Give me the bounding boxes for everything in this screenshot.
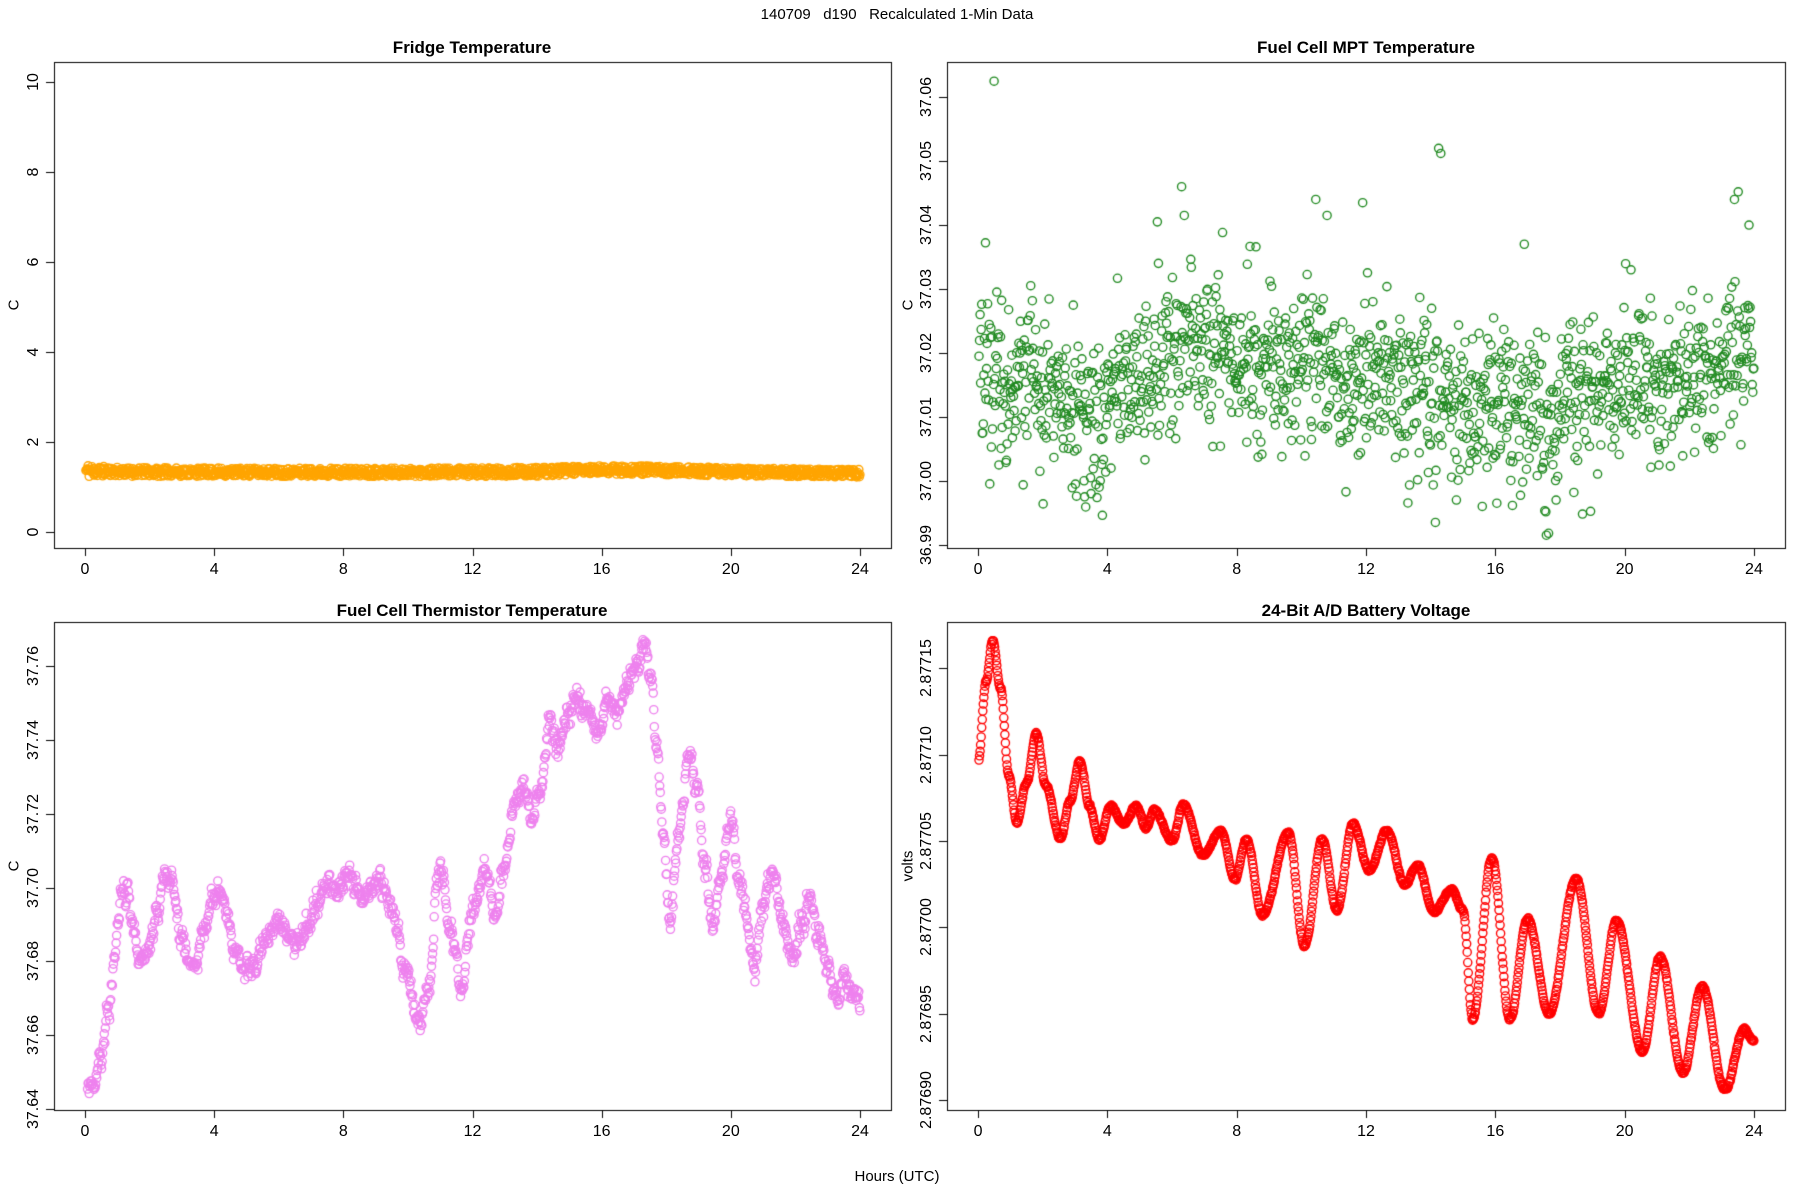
y-tick-label: 2.87690 [918, 1071, 935, 1130]
y-tick-label: 0 [25, 527, 42, 537]
x-tick-label: 4 [209, 1123, 219, 1140]
y-tick-label: 4 [25, 347, 42, 357]
panel-title-fridge-temperature: Fridge Temperature [392, 38, 552, 57]
main-title: 140709 d190 Recalculated 1-Min Data [760, 6, 1034, 23]
y-tick-label: 37.74 [25, 720, 42, 761]
y-axis-label-thermistor: C [5, 860, 23, 872]
y-tick-label: 37.70 [25, 867, 42, 908]
y-tick-label: 37.72 [25, 793, 42, 834]
y-tick-label: 37.02 [918, 332, 935, 373]
y-tick-label: 37.00 [918, 460, 935, 501]
y-tick-label: 37.05 [918, 141, 935, 182]
x-tick-label: 4 [209, 561, 219, 578]
y-tick-label: 37.03 [918, 268, 935, 310]
y-tick-label: 2.87700 [918, 898, 935, 957]
y-axis-label-mpt: C [899, 299, 917, 311]
y-tick-label: 2.87705 [918, 812, 935, 870]
y-tick-label: 2 [25, 437, 42, 447]
x-tick-label: 16 [1486, 1123, 1505, 1140]
y-tick-label: 37.04 [918, 205, 935, 246]
y-tick-label: 8 [25, 167, 42, 177]
x-tick-label: 12 [463, 561, 482, 578]
x-tick-label: 20 [1615, 1123, 1634, 1140]
x-axis-label-hours-utc: Hours (UTC) [854, 1168, 940, 1185]
x-tick-label: 4 [1102, 1123, 1112, 1140]
x-tick-label: 8 [1232, 1123, 1242, 1140]
y-axis-label-fridge: C [5, 299, 23, 311]
x-tick-label: 8 [1232, 561, 1242, 578]
x-tick-label: 0 [973, 1123, 983, 1140]
panel-title-fuel-cell-mpt-temperature: Fuel Cell MPT Temperature [1257, 38, 1475, 57]
y-tick-label: 2.87710 [918, 725, 935, 784]
y-tick-label: 37.68 [25, 941, 42, 982]
x-tick-label: 8 [338, 1123, 348, 1140]
y-axis-label-volts: volts [899, 850, 917, 882]
panel-title-battery-voltage: 24-Bit A/D Battery Voltage [1261, 601, 1471, 620]
x-tick-label: 20 [1615, 561, 1634, 578]
x-tick-label: 12 [463, 1123, 482, 1140]
x-tick-label: 0 [80, 561, 90, 578]
y-tick-label: 10 [25, 72, 42, 91]
x-tick-label: 24 [1745, 561, 1763, 578]
x-tick-label: 12 [1357, 561, 1375, 578]
x-tick-label: 12 [1357, 1123, 1375, 1140]
x-tick-label: 16 [592, 1123, 611, 1140]
y-tick-label: 2.87715 [918, 639, 935, 697]
panel-title-fuel-cell-thermistor-temperature: Fuel Cell Thermistor Temperature [336, 601, 608, 620]
y-tick-label: 6 [25, 257, 42, 267]
y-tick-label: 37.66 [25, 1015, 42, 1056]
y-tick-label: 37.76 [25, 646, 42, 687]
x-tick-label: 24 [851, 561, 869, 578]
y-tick-label: 2.87695 [918, 985, 935, 1043]
x-tick-label: 16 [592, 561, 611, 578]
x-tick-label: 24 [851, 1123, 869, 1140]
x-tick-label: 20 [721, 1123, 740, 1140]
x-tick-label: 20 [721, 561, 740, 578]
y-tick-label: 37.01 [918, 396, 935, 437]
y-tick-label: 37.06 [918, 77, 935, 118]
x-tick-label: 8 [338, 561, 348, 578]
x-tick-label: 0 [973, 561, 983, 578]
x-tick-label: 16 [1486, 561, 1505, 578]
x-tick-label: 4 [1102, 561, 1112, 578]
y-tick-label: 37.64 [25, 1088, 42, 1129]
y-tick-label: 36.99 [918, 524, 935, 565]
x-tick-label: 24 [1745, 1123, 1763, 1140]
x-tick-label: 0 [80, 1123, 90, 1140]
